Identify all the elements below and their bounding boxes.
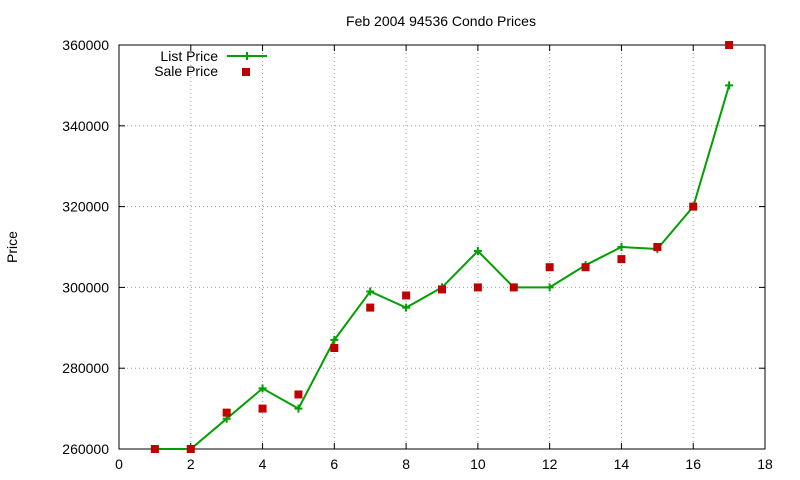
- list-price-point: [366, 287, 375, 296]
- legend-marker-sale-price: [242, 68, 250, 76]
- y-tick-label: 300000: [62, 279, 109, 295]
- x-tick-label: 8: [402, 456, 410, 472]
- x-tick-label: 2: [187, 456, 195, 472]
- sale-price-point: [330, 344, 339, 352]
- sale-price-point: [581, 263, 590, 272]
- x-tick-label: 18: [757, 456, 773, 472]
- y-tick-label: 360000: [62, 37, 109, 53]
- series: [150, 41, 734, 453]
- sale-price-point: [186, 445, 195, 453]
- y-tick-label: 320000: [62, 199, 109, 215]
- list-price-point: [545, 283, 554, 292]
- series-line-list-price: [154, 85, 731, 450]
- sale-price-point: [473, 283, 482, 292]
- sale-price-point: [725, 41, 734, 49]
- list-price-point: [473, 247, 482, 256]
- legend: List Price Sale Price: [154, 48, 267, 79]
- x-tick-label: 16: [685, 456, 701, 472]
- sale-price-point: [653, 243, 662, 251]
- sale-price-point: [150, 445, 159, 453]
- x-tick-label: 6: [330, 456, 338, 472]
- legend-marker-list-price: [243, 52, 251, 60]
- list-price-point: [258, 384, 267, 393]
- sale-price-point: [545, 263, 554, 272]
- x-tick-label: 14: [614, 456, 630, 472]
- y-tick-label: 340000: [62, 118, 109, 134]
- y-tick-label: 280000: [62, 360, 109, 376]
- sale-price-point: [294, 390, 303, 399]
- axis-ticks: 260000 280000 300000 320000 340000 360000 0 2 4 6…: [62, 37, 773, 472]
- legend-label-list-price: List Price: [160, 48, 218, 64]
- x-tick-label: 0: [115, 456, 123, 472]
- list-price-point: [330, 335, 339, 344]
- chart-title: Feb 2004 94536 Condo Prices: [346, 13, 536, 29]
- y-axis-label: Price: [4, 231, 20, 263]
- sale-price-point: [258, 404, 267, 413]
- sale-price-point: [402, 291, 411, 300]
- grid: [119, 45, 765, 449]
- x-tick-label: 4: [259, 456, 267, 472]
- y-tick-label: 260000: [62, 441, 109, 457]
- sale-price-point: [366, 303, 375, 312]
- legend-label-sale-price: Sale Price: [154, 63, 218, 79]
- list-price-point: [402, 303, 411, 312]
- list-price-point: [294, 404, 303, 413]
- sale-price-point: [222, 408, 231, 417]
- sale-price-point: [438, 285, 446, 294]
- sale-price-point: [689, 202, 698, 211]
- x-tick-label: 12: [542, 456, 558, 472]
- list-price-point: [725, 81, 734, 90]
- plot-frame: [118, 44, 766, 450]
- x-tick-label: 10: [470, 456, 486, 472]
- sale-price-point: [617, 255, 626, 264]
- list-price-point: [617, 243, 626, 251]
- sale-price-point: [509, 283, 518, 292]
